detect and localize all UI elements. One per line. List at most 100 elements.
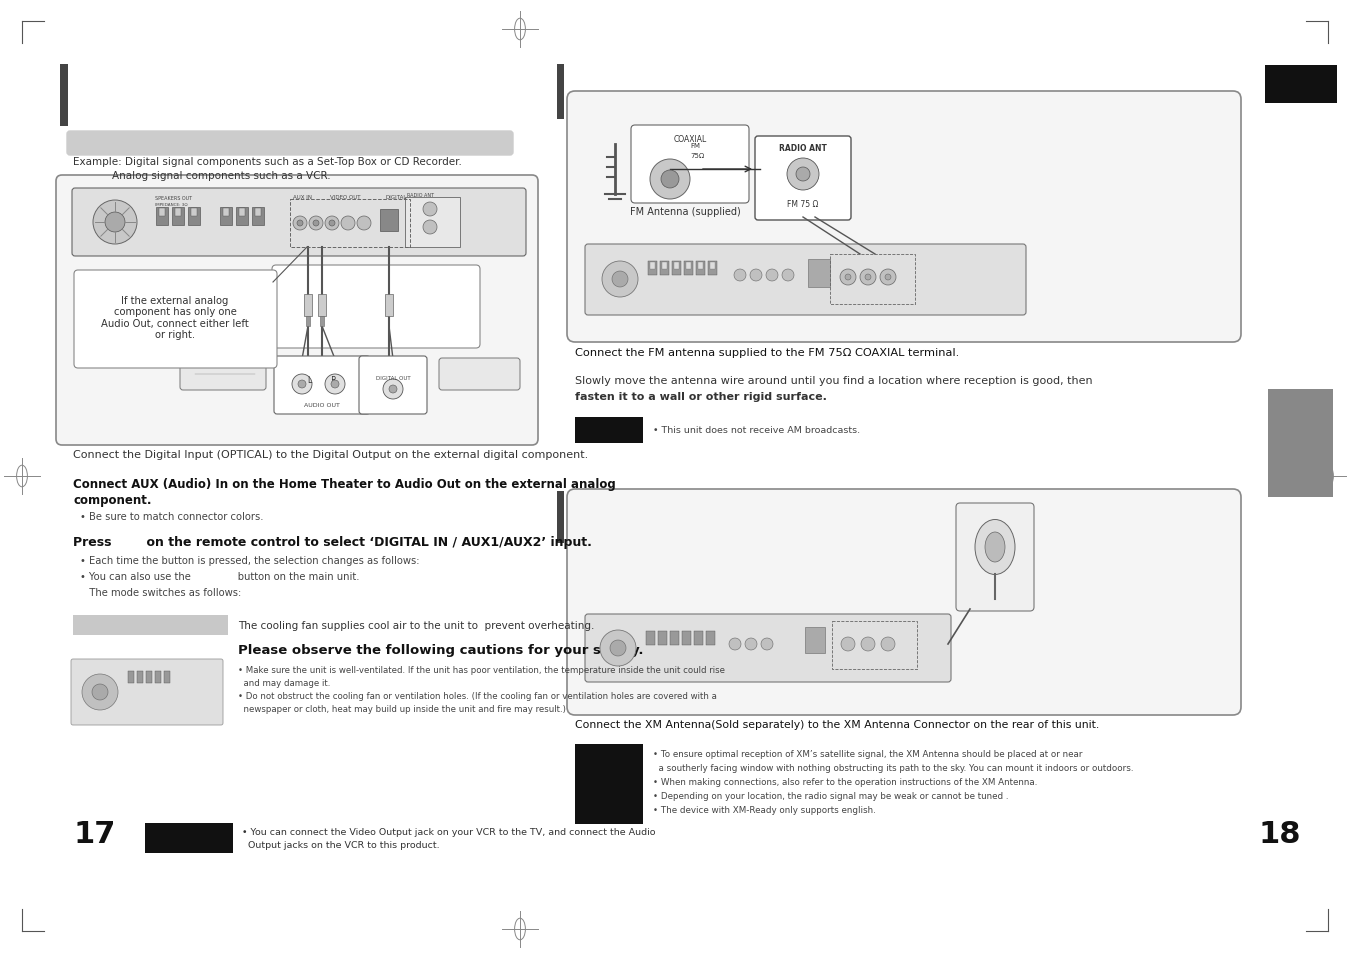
Text: • You can also use the               button on the main unit.: • You can also use the button on the mai… [80, 572, 359, 581]
Bar [686, 263, 691, 270]
Bar [146, 671, 153, 683]
Text: newspaper or cloth, heat may build up inside the unit and fire may result.): newspaper or cloth, heat may build up in… [238, 704, 566, 713]
Bar [144, 823, 234, 853]
Bar [136, 671, 143, 683]
Circle shape [599, 630, 636, 666]
FancyBboxPatch shape [72, 659, 223, 725]
Circle shape [93, 201, 136, 245]
Bar [290, 200, 410, 248]
Text: • When making connections, also refer to the operation instructions of the XM An: • When making connections, also refer to… [653, 778, 1037, 786]
Bar [660, 262, 670, 275]
Bar [670, 631, 679, 645]
Circle shape [649, 160, 690, 200]
Bar [159, 209, 165, 216]
Bar [575, 744, 643, 824]
Circle shape [356, 216, 371, 231]
Text: fasten it to a wall or other rigid surface.: fasten it to a wall or other rigid surfa… [575, 392, 826, 401]
Text: • To ensure optimal reception of XM’s satellite signal, the XM Antenna should be: • To ensure optimal reception of XM’s sa… [653, 749, 1083, 759]
Text: and may damage it.: and may damage it. [238, 679, 331, 687]
Circle shape [882, 638, 895, 651]
Circle shape [423, 221, 437, 234]
Bar [649, 263, 655, 270]
FancyBboxPatch shape [755, 137, 850, 221]
Circle shape [729, 639, 741, 650]
Bar [319, 294, 325, 316]
Text: FM: FM [690, 143, 701, 149]
Text: DIGITAL OUT: DIGITAL OUT [375, 375, 410, 380]
Bar [176, 209, 181, 216]
Bar [163, 671, 170, 683]
Bar [59, 65, 68, 127]
Text: Press        on the remote control to select ‘DIGITAL IN / AUX1/AUX2’ input.: Press on the remote control to select ‘D… [73, 536, 591, 548]
Bar [575, 417, 643, 443]
Bar [306, 316, 310, 327]
FancyBboxPatch shape [585, 615, 950, 682]
Text: Connect the XM Antenna(Sold separately) to the XM Antenna Connector on the rear : Connect the XM Antenna(Sold separately) … [575, 720, 1099, 729]
Bar [694, 631, 703, 645]
Text: Slowly move the antenna wire around until you find a location where reception is: Slowly move the antenna wire around unti… [575, 375, 1092, 386]
Bar [304, 294, 312, 316]
Bar [385, 294, 393, 316]
Text: a southerly facing window with nothing obstructing its path to the sky. You can : a southerly facing window with nothing o… [653, 763, 1134, 772]
Circle shape [325, 375, 346, 395]
Circle shape [602, 262, 639, 297]
Bar [73, 616, 228, 636]
Circle shape [298, 380, 306, 389]
Circle shape [840, 270, 856, 286]
Bar [809, 260, 830, 288]
Text: 17: 17 [73, 820, 115, 848]
Circle shape [383, 379, 404, 399]
FancyBboxPatch shape [274, 356, 370, 415]
Text: 18: 18 [1258, 820, 1300, 848]
Text: Output jacks on the VCR to this product.: Output jacks on the VCR to this product. [242, 841, 440, 849]
Text: FM Antenna (supplied): FM Antenna (supplied) [630, 207, 741, 216]
Circle shape [389, 386, 397, 394]
Circle shape [329, 221, 335, 227]
Ellipse shape [986, 533, 1004, 562]
Circle shape [610, 640, 626, 657]
Bar [832, 621, 917, 669]
Circle shape [662, 171, 679, 189]
Circle shape [612, 272, 628, 288]
Circle shape [82, 675, 117, 710]
Text: The mode switches as follows:: The mode switches as follows: [80, 587, 242, 598]
Text: COAXIAL: COAXIAL [674, 135, 706, 144]
Bar [171, 208, 184, 226]
Bar [320, 316, 324, 327]
Bar [707, 262, 717, 275]
Text: 75Ω: 75Ω [690, 152, 705, 159]
Circle shape [860, 270, 876, 286]
Bar [255, 209, 261, 216]
Bar [647, 631, 655, 645]
Text: Please observe the following cautions for your safety.: Please observe the following cautions fo… [238, 643, 644, 657]
Circle shape [734, 270, 747, 282]
Text: • This unit does not receive AM broadcasts.: • This unit does not receive AM broadcas… [653, 426, 860, 435]
Bar [1265, 66, 1336, 104]
Text: • Be sure to match connector colors.: • Be sure to match connector colors. [80, 512, 263, 521]
Circle shape [313, 221, 319, 227]
Bar [1268, 390, 1332, 497]
Circle shape [92, 684, 108, 700]
Text: • Do not obstruct the cooling fan or ventilation holes. (If the cooling fan or v: • Do not obstruct the cooling fan or ven… [238, 691, 717, 700]
Bar [657, 631, 667, 645]
Circle shape [765, 270, 778, 282]
Bar [710, 263, 716, 270]
Text: The cooling fan supplies cool air to the unit to  prevent overheating.: The cooling fan supplies cool air to the… [238, 620, 594, 630]
Text: Connect the FM antenna supplied to the FM 75Ω COAXIAL terminal.: Connect the FM antenna supplied to the F… [575, 348, 960, 357]
Circle shape [745, 639, 757, 650]
Circle shape [342, 216, 355, 231]
Text: SPEAKERS OUT: SPEAKERS OUT [155, 195, 192, 201]
Bar [698, 263, 703, 270]
Text: Connect the Digital Input (OPTICAL) to the Digital Output on the external digita: Connect the Digital Input (OPTICAL) to t… [73, 450, 589, 459]
Circle shape [325, 216, 339, 231]
FancyBboxPatch shape [180, 358, 266, 391]
Bar [128, 671, 134, 683]
FancyBboxPatch shape [585, 245, 1026, 315]
Bar [220, 208, 232, 226]
Text: IMPEDANCE: 3Ω: IMPEDANCE: 3Ω [155, 203, 188, 207]
Circle shape [309, 216, 323, 231]
Text: RADIO ANT: RADIO ANT [406, 193, 435, 198]
Circle shape [841, 638, 855, 651]
FancyBboxPatch shape [55, 175, 539, 446]
Bar [157, 208, 167, 226]
